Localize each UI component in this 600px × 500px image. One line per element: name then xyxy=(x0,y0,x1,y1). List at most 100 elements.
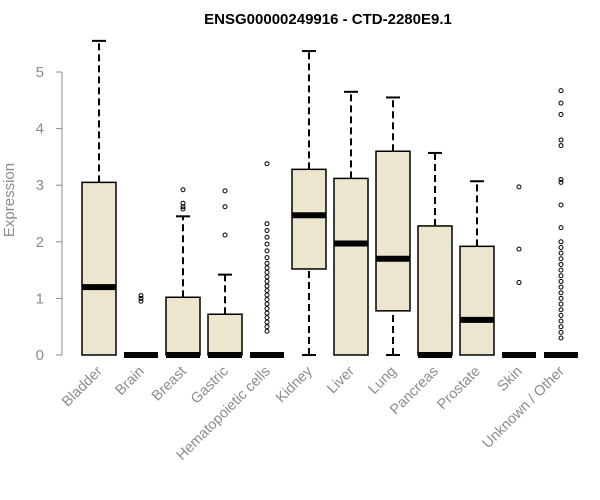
outlier-point xyxy=(264,221,270,227)
outlier-point xyxy=(264,324,270,330)
outlier-point xyxy=(558,202,564,208)
category-label: Kidney xyxy=(273,363,316,406)
outlier-point xyxy=(264,255,270,261)
outlier-point xyxy=(558,261,564,267)
box-6 xyxy=(333,90,369,356)
box-10 xyxy=(502,184,536,358)
box-rect xyxy=(165,296,201,356)
outlier-point xyxy=(264,297,270,303)
outlier-point xyxy=(264,260,270,266)
y-tick-label-5: 5 xyxy=(36,64,44,81)
box-5 xyxy=(291,50,327,356)
y-tick-label-2: 2 xyxy=(36,234,44,251)
box-4 xyxy=(250,161,284,358)
outlier-point xyxy=(264,301,270,307)
outlier-point xyxy=(558,111,564,117)
y-axis-label: Expression xyxy=(1,163,18,237)
outlier-point xyxy=(558,290,564,296)
outlier-point xyxy=(264,248,270,254)
outlier-point xyxy=(558,179,564,185)
outlier-point xyxy=(180,204,186,210)
outlier-point xyxy=(180,206,186,212)
outlier-point xyxy=(264,287,270,293)
outlier-point xyxy=(558,88,564,94)
box-rect xyxy=(81,181,117,356)
outlier-point xyxy=(558,324,564,330)
outlier-point xyxy=(558,143,564,149)
outlier-point xyxy=(558,256,564,262)
outlier-point xyxy=(138,295,144,301)
outlier-point xyxy=(222,188,228,194)
outlier-point xyxy=(558,307,564,313)
outlier-point xyxy=(558,250,564,256)
outlier-point xyxy=(138,293,144,299)
box-7 xyxy=(375,96,411,356)
box-9 xyxy=(459,180,495,356)
y-tick-label-4: 4 xyxy=(36,121,44,138)
outlier-point xyxy=(222,204,228,210)
outlier-point xyxy=(558,295,564,301)
outlier-point xyxy=(558,273,564,279)
outlier-point xyxy=(264,315,270,321)
outlier-point xyxy=(558,177,564,183)
outlier-point xyxy=(516,246,522,252)
outlier-point xyxy=(516,184,522,190)
outlier-point xyxy=(558,137,564,143)
outlier-point xyxy=(264,161,270,167)
outlier-point xyxy=(180,200,186,206)
category-label: Skin xyxy=(495,364,526,395)
outlier-point xyxy=(264,292,270,298)
outlier-point xyxy=(558,100,564,106)
outlier-point xyxy=(558,284,564,290)
box-rect xyxy=(417,225,453,356)
outlier-point xyxy=(558,335,564,341)
outlier-point xyxy=(138,298,144,304)
outlier-point xyxy=(264,227,270,233)
category-label: Prostate xyxy=(434,364,483,413)
box-rect xyxy=(333,177,369,356)
outlier-point xyxy=(558,301,564,307)
outlier-point xyxy=(264,265,270,271)
outlier-point xyxy=(558,225,564,231)
outlier-point xyxy=(264,234,270,240)
category-label: Liver xyxy=(324,363,358,397)
outlier-point xyxy=(558,278,564,284)
y-tick-label-3: 3 xyxy=(36,177,44,194)
category-label: Breast xyxy=(149,364,190,405)
box-rect xyxy=(375,150,411,312)
outlier-point xyxy=(264,241,270,247)
outlier-point xyxy=(264,283,270,289)
outlier-point xyxy=(558,267,564,273)
outlier-point xyxy=(558,318,564,324)
outlier-point xyxy=(558,329,564,335)
category-label: Bladder xyxy=(59,363,106,410)
outlier-point xyxy=(558,239,564,245)
outlier-point xyxy=(264,269,270,275)
box-1 xyxy=(124,293,158,358)
y-axis: 0 1 2 3 4 5 xyxy=(36,64,63,364)
category-label: Brain xyxy=(113,364,148,399)
box-2 xyxy=(165,187,201,358)
box-11 xyxy=(544,88,578,358)
box-3 xyxy=(207,188,243,358)
outlier-point xyxy=(558,312,564,318)
box-rect xyxy=(291,168,327,270)
outlier-point xyxy=(264,319,270,325)
box-rect xyxy=(207,313,243,356)
box-rect xyxy=(459,245,495,356)
outlier-point xyxy=(264,274,270,280)
chart-title: ENSG00000249916 - CTD-2280E9.1 xyxy=(204,11,452,28)
box-8 xyxy=(417,151,453,358)
outlier-point xyxy=(264,278,270,284)
box-series xyxy=(81,39,578,358)
y-tick-label-0: 0 xyxy=(36,347,44,364)
y-tick-label-1: 1 xyxy=(36,290,44,307)
outlier-point xyxy=(180,187,186,193)
outlier-point xyxy=(222,232,228,238)
outlier-point xyxy=(264,310,270,316)
outlier-point xyxy=(264,328,270,334)
outlier-point xyxy=(558,244,564,250)
